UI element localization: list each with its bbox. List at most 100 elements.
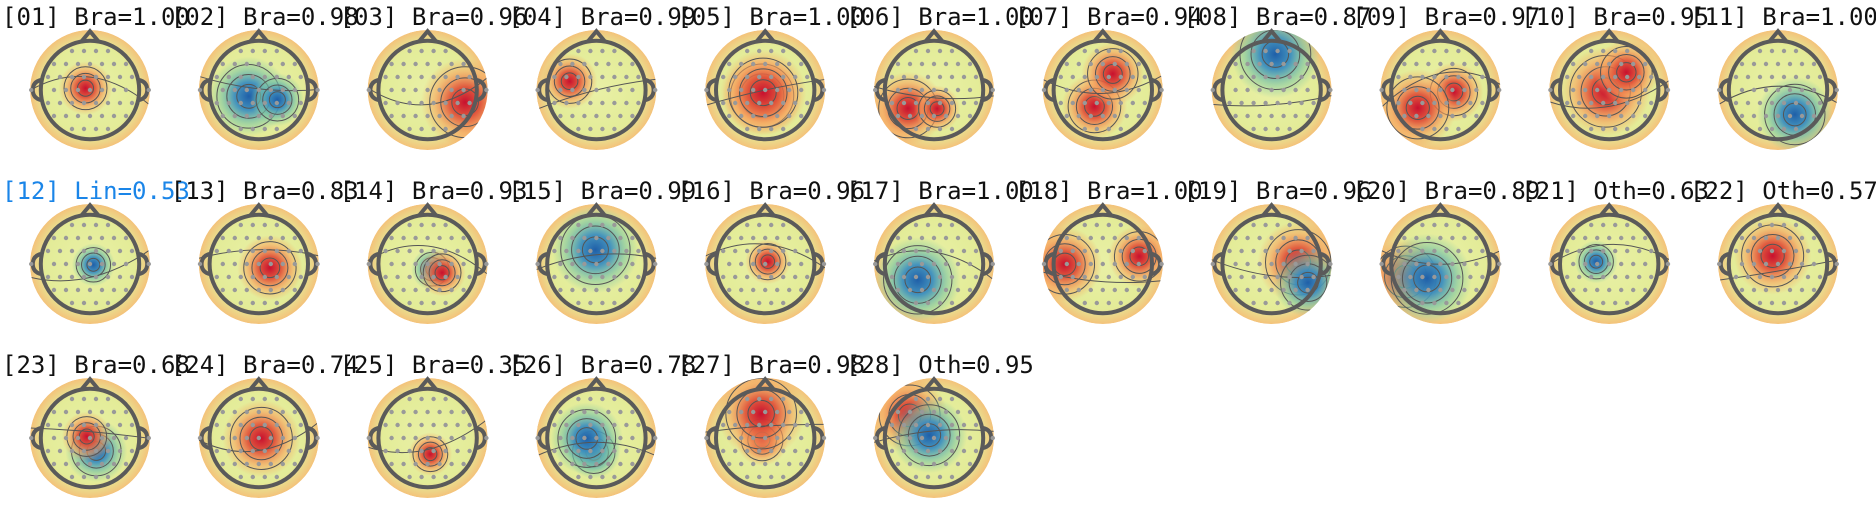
sensor	[1665, 261, 1671, 267]
sensor	[949, 300, 955, 306]
sensor	[763, 435, 768, 441]
sensor	[431, 422, 436, 428]
component	[29, 376, 151, 498]
head-outline	[1220, 38, 1323, 142]
nose	[923, 376, 945, 392]
sensor	[594, 409, 599, 415]
sensor	[805, 74, 810, 80]
sensor	[781, 422, 786, 428]
component-label: [20] Bra=0.89	[1352, 177, 1540, 205]
sensor	[256, 61, 261, 67]
sensor	[805, 248, 810, 254]
sensor	[1269, 87, 1274, 93]
sensor	[1583, 61, 1588, 67]
sensor	[1733, 248, 1739, 254]
sensor	[967, 113, 973, 119]
sensor	[1474, 61, 1479, 67]
sensor	[389, 261, 394, 267]
sensor	[1571, 113, 1576, 119]
sensor	[105, 448, 111, 454]
sensor	[1456, 100, 1461, 106]
sensor	[727, 235, 732, 241]
component-label: [13] Bra=0.83	[171, 177, 359, 205]
sensor	[955, 287, 961, 293]
sensor	[733, 100, 738, 106]
sensor	[1402, 87, 1407, 93]
sensor	[274, 48, 279, 54]
head-outline	[376, 212, 479, 316]
nose	[1429, 28, 1451, 44]
sensor	[1444, 274, 1449, 280]
sensor	[57, 100, 63, 106]
sensor	[1118, 48, 1124, 54]
contour	[1390, 242, 1464, 315]
sensor	[1450, 61, 1455, 67]
sensor	[1275, 274, 1280, 280]
sensor	[1607, 287, 1612, 293]
sensor	[51, 87, 57, 93]
sensor	[286, 274, 291, 280]
sensor	[1076, 61, 1082, 67]
sensor	[1619, 61, 1624, 67]
sensor	[232, 113, 237, 119]
sensor	[1444, 300, 1449, 306]
sensor	[919, 287, 925, 293]
sensor	[1595, 61, 1600, 67]
sensor	[1619, 235, 1624, 241]
sensor	[781, 48, 786, 54]
sensor	[588, 474, 593, 480]
contour	[883, 245, 953, 315]
sensor	[1082, 74, 1088, 80]
sensor	[1293, 287, 1298, 293]
sensor	[220, 235, 225, 241]
sensor	[51, 409, 57, 415]
sensor	[1751, 287, 1757, 293]
sensor	[413, 461, 418, 467]
sensor	[123, 235, 129, 241]
sensor	[1094, 126, 1100, 132]
sensor	[1793, 222, 1799, 228]
topomap-blob	[552, 206, 639, 294]
sensor	[721, 74, 726, 80]
sensor	[1136, 113, 1142, 119]
sensor	[117, 100, 123, 106]
sensor	[69, 300, 75, 306]
sensor	[582, 435, 587, 441]
head-outline	[545, 38, 648, 142]
sensor	[1745, 248, 1751, 254]
sensor	[612, 248, 617, 254]
sensor	[1763, 287, 1769, 293]
sensor	[781, 74, 786, 80]
sensor	[793, 248, 798, 254]
sensor	[636, 422, 641, 428]
head-outline	[1726, 212, 1830, 316]
sensor	[1269, 261, 1274, 267]
sensor	[226, 248, 231, 254]
sensor	[315, 435, 320, 441]
sensor	[1571, 61, 1576, 67]
sensor	[913, 396, 919, 402]
sensor	[721, 248, 726, 254]
sensor	[1233, 235, 1238, 241]
sensor	[431, 48, 436, 54]
sensor	[250, 474, 255, 480]
nose	[754, 202, 776, 218]
sensor	[425, 287, 430, 293]
sensor	[576, 248, 581, 254]
sensor	[57, 274, 63, 280]
topomap-blob	[418, 249, 466, 297]
sensor	[805, 100, 810, 106]
sensor	[232, 261, 237, 267]
sensor	[395, 422, 400, 428]
component	[366, 202, 489, 324]
sensor	[1305, 87, 1310, 93]
head-outline	[38, 386, 142, 490]
sensor	[1769, 274, 1775, 280]
sensor	[1112, 61, 1118, 67]
sensor	[443, 448, 448, 454]
sensor	[63, 435, 69, 441]
sensor	[256, 87, 261, 93]
sensor	[901, 248, 907, 254]
sensor	[1136, 87, 1142, 93]
